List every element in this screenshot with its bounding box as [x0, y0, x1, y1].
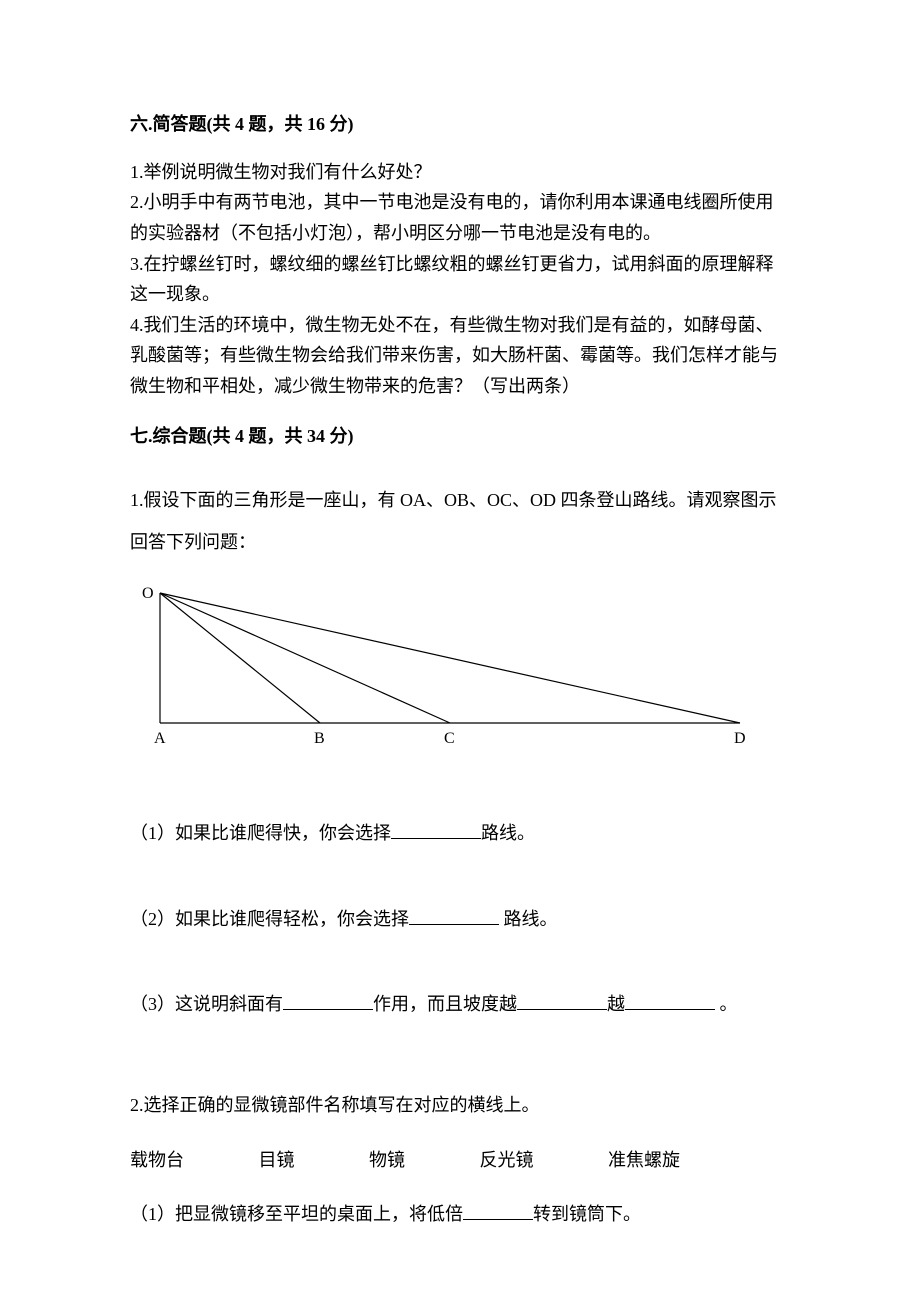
s7-q1-sub3-c: 越 — [607, 994, 625, 1014]
s7-q1-sub3-b: 作用，而且坡度越 — [373, 994, 517, 1014]
microscope-parts-row: 载物台 目镜 物镜 反光镜 准焦螺旋 — [130, 1145, 790, 1176]
s7-q1-stem: 1.假设下面的三角形是一座山，有 OA、OB、OC、OD 四条登山路线。请观察图… — [130, 480, 790, 563]
s7-q1-sub3: （3）这说明斜面有 作用，而且坡度越 越 。 — [130, 989, 790, 1020]
blank — [463, 1201, 533, 1220]
blank — [409, 906, 499, 925]
s7-q1-sub2-b: 路线。 — [499, 909, 558, 929]
s7-q2-sub1: （1）把显微镜移至平坦的桌面上，将低倍 转到镜筒下。 — [130, 1199, 790, 1230]
s6-q3: 3.在拧螺丝钉时，螺纹细的螺丝钉比螺纹粗的螺丝钉更省力，试用斜面的原理解释这一现… — [130, 249, 790, 310]
svg-text:D: D — [734, 730, 746, 747]
triangle-diagram: O A B C D — [130, 583, 790, 763]
svg-text:C: C — [444, 730, 455, 747]
s7-q1-sub2: （2）如果比谁爬得轻松，你会选择 路线。 — [130, 904, 790, 935]
part-item: 载物台 — [130, 1145, 184, 1176]
part-item: 目镜 — [259, 1145, 295, 1176]
s7-q1-sub1-b: 路线。 — [481, 823, 535, 843]
section6-questions: 1.举例说明微生物对我们有什么好处？ 2.小明手中有两节电池，其中一节电池是没有… — [130, 157, 790, 402]
blank — [517, 991, 607, 1010]
triangle-svg: O A B C D — [130, 583, 790, 758]
s7-q1-sub2-a: （2）如果比谁爬得轻松，你会选择 — [130, 909, 409, 929]
s7-q2-stem: 2.选择正确的显微镜部件名称填写在对应的横线上。 — [130, 1090, 790, 1121]
part-item: 物镜 — [369, 1145, 405, 1176]
s7-q1-sub1: （1）如果比谁爬得快，你会选择 路线。 — [130, 818, 790, 849]
blank — [391, 820, 481, 839]
page: 六.简答题(共 4 题，共 16 分) 1.举例说明微生物对我们有什么好处？ 2… — [0, 0, 920, 1302]
blank — [625, 991, 715, 1010]
blank — [283, 991, 373, 1010]
s6-q4: 4.我们生活的环境中，微生物无处不在，有些微生物对我们是有益的，如酵母菌、乳酸菌… — [130, 310, 790, 402]
section6-title: 六.简答题(共 4 题，共 16 分) — [130, 110, 790, 139]
s7-q1-sub1-a: （1）如果比谁爬得快，你会选择 — [130, 823, 391, 843]
s7-q1-sub3-d: 。 — [715, 994, 738, 1014]
s7-q2-sub1-a: （1）把显微镜移至平坦的桌面上，将低倍 — [130, 1204, 463, 1224]
part-item: 反光镜 — [480, 1145, 534, 1176]
s7-q1-sub3-a: （3）这说明斜面有 — [130, 994, 283, 1014]
svg-text:B: B — [314, 730, 325, 747]
s7-q2-sub1-b: 转到镜筒下。 — [533, 1204, 641, 1224]
svg-text:A: A — [154, 730, 166, 747]
svg-text:O: O — [142, 585, 154, 602]
s6-q1: 1.举例说明微生物对我们有什么好处？ — [130, 157, 790, 188]
part-item: 准焦螺旋 — [608, 1145, 680, 1176]
s6-q2: 2.小明手中有两节电池，其中一节电池是没有电的，请你利用本课通电线圈所使用的实验… — [130, 187, 790, 248]
section7-title: 七.综合题(共 4 题，共 34 分) — [130, 422, 790, 451]
